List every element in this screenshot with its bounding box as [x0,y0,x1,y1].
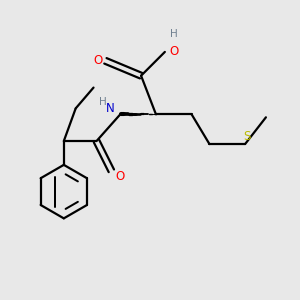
Text: O: O [116,170,125,183]
Text: H: H [170,29,178,39]
Text: N: N [106,102,114,115]
Text: O: O [169,45,178,58]
Text: H: H [99,98,106,107]
Text: O: O [93,54,103,67]
Text: S: S [243,130,250,143]
